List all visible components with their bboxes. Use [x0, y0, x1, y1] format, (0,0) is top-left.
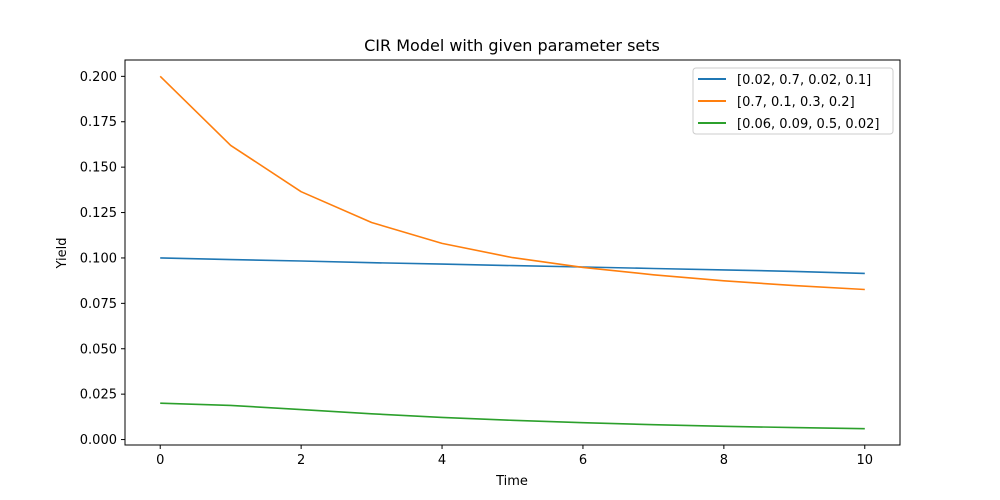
y-tick-label: 0.050 — [80, 342, 117, 357]
x-tick-label: 4 — [438, 453, 446, 468]
x-tick-label: 10 — [856, 453, 873, 468]
legend: [0.02, 0.7, 0.02, 0.1] [0.7, 0.1, 0.3, 0.… — [692, 67, 894, 135]
x-tick-label: 8 — [720, 453, 728, 468]
y-tick-label: 0.200 — [80, 70, 117, 85]
x-tick-label: 6 — [579, 453, 587, 468]
legend-box — [692, 67, 894, 135]
x-axis-label: Time — [495, 474, 528, 489]
y-tick-label: 0.175 — [80, 115, 117, 130]
x-axis: 0 2 4 6 8 10 — [156, 445, 873, 468]
y-tick-label: 0.075 — [80, 297, 117, 312]
x-tick-label: 2 — [297, 453, 305, 468]
y-axis-label: Yield — [55, 238, 70, 270]
y-tick-label: 0.150 — [80, 161, 117, 176]
series-line-1 — [160, 257, 865, 275]
series-layer — [159, 75, 865, 430]
legend-label: [0.02, 0.7, 0.02, 0.1] — [737, 73, 871, 88]
legend-item: [0.7, 0.1, 0.3, 0.2] — [698, 95, 855, 110]
y-tick-label: 0.125 — [80, 206, 117, 221]
series-line-2 — [159, 75, 865, 291]
y-tick-label: 0.100 — [80, 251, 117, 266]
series-line-3 — [160, 402, 865, 430]
chart-title: CIR Model with given parameter sets — [364, 36, 660, 55]
y-tick-label: 0.000 — [80, 433, 117, 448]
y-tick-label: 0.025 — [80, 388, 117, 403]
x-tick-label: 0 — [156, 453, 164, 468]
legend-label: [0.06, 0.09, 0.5, 0.02] — [737, 117, 879, 132]
legend-item: [0.02, 0.7, 0.02, 0.1] — [698, 73, 871, 88]
legend-item: [0.06, 0.09, 0.5, 0.02] — [698, 117, 879, 132]
y-axis: 0.000 0.025 0.050 0.075 0.100 0.125 0.150 0.175… — [80, 70, 125, 448]
legend-label: [0.7, 0.1, 0.3, 0.2] — [737, 95, 855, 110]
